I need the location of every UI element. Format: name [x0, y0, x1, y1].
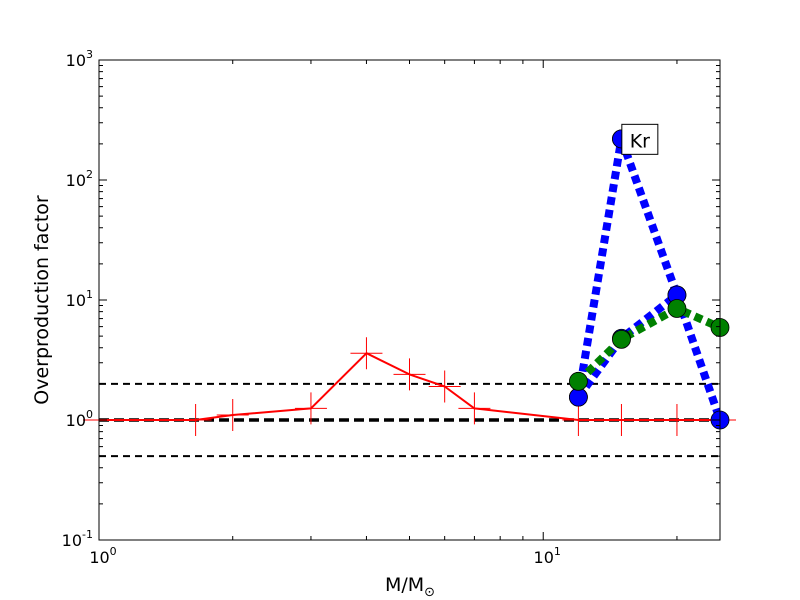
plus-marker — [660, 404, 693, 436]
plus-marker — [294, 392, 327, 425]
circle-marker — [667, 299, 687, 318]
y-tick-label: 102 — [66, 168, 93, 190]
y-tick-label: 10-1 — [62, 528, 93, 550]
circle-marker — [612, 329, 631, 349]
y-tick-label: 101 — [66, 288, 93, 310]
annotations: Kr — [621, 123, 659, 155]
plus-marker — [393, 358, 426, 391]
plus-marker — [216, 399, 249, 432]
plus-marker — [458, 392, 491, 425]
series-line — [574, 138, 626, 398]
y-tick-label: 103 — [66, 48, 93, 70]
y-tick-label: 100 — [66, 408, 93, 430]
y-axis-label: Overproduction factor — [31, 195, 53, 405]
x-axis-label: M/M⊙ — [385, 574, 435, 600]
plus-marker — [350, 337, 383, 370]
circle-marker — [568, 387, 588, 407]
plus-marker — [179, 404, 212, 436]
series-line — [575, 304, 720, 385]
annotation-label: Kr — [630, 130, 650, 152]
plus-marker — [562, 404, 595, 436]
x-tick-label: 100 — [89, 545, 116, 567]
x-tick-label: 101 — [534, 545, 561, 567]
plus-marker — [605, 404, 638, 436]
marker-layer — [83, 129, 736, 436]
x-axis-label-subscript: ⊙ — [424, 585, 435, 600]
circle-marker — [568, 371, 588, 391]
plus-marker — [428, 370, 461, 403]
series-line — [617, 137, 720, 422]
annotation-box — [621, 123, 659, 155]
